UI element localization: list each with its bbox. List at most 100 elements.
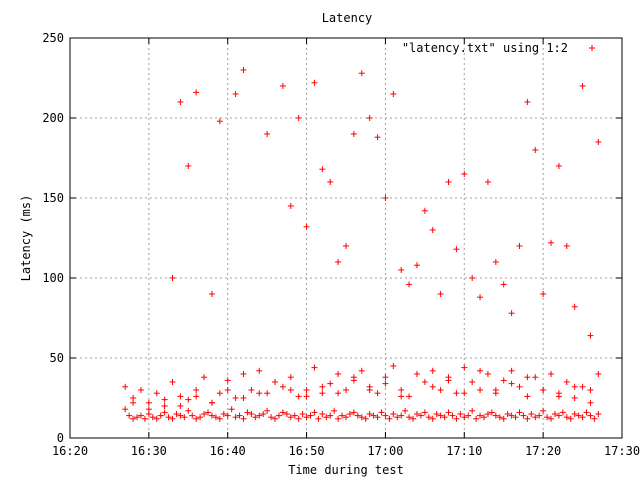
y-tick-label: 50 <box>50 351 64 365</box>
data-point <box>548 415 555 422</box>
data-point <box>366 411 373 417</box>
y-tick-label: 250 <box>42 31 64 45</box>
data-point <box>311 79 318 86</box>
data-point <box>555 393 562 400</box>
data-point <box>390 91 397 97</box>
data-point <box>571 303 578 310</box>
data-point <box>540 291 547 297</box>
data-point <box>350 374 357 381</box>
data-point <box>319 390 326 397</box>
data-point <box>540 387 547 393</box>
data-point <box>484 179 491 185</box>
data-point <box>307 412 314 419</box>
data-point <box>587 412 594 419</box>
data-point <box>575 412 582 419</box>
data-point <box>232 395 239 401</box>
data-point <box>185 396 192 403</box>
data-point <box>445 409 452 416</box>
data-point <box>563 379 570 385</box>
x-axis-label: Time during test <box>288 463 404 477</box>
data-point <box>319 411 326 417</box>
data-point <box>130 415 137 422</box>
data-point <box>248 411 255 417</box>
data-point <box>193 415 200 422</box>
data-point <box>532 414 539 421</box>
data-point <box>137 412 144 419</box>
data-point <box>272 379 279 385</box>
data-point <box>449 412 456 419</box>
data-point <box>587 387 594 393</box>
data-point <box>579 414 586 421</box>
data-point <box>130 399 137 406</box>
data-point <box>508 412 515 419</box>
data-point <box>272 415 279 422</box>
data-point <box>169 275 176 281</box>
data-point <box>370 412 377 419</box>
data-point <box>157 412 164 419</box>
data-point <box>591 415 598 422</box>
data-point <box>279 409 286 416</box>
y-tick-label: 200 <box>42 111 64 125</box>
data-point <box>331 407 338 414</box>
data-point <box>205 409 211 416</box>
x-tick-label: 16:50 <box>289 444 325 458</box>
chart-title: Latency <box>322 11 373 25</box>
data-point <box>382 412 389 419</box>
y-tick-label: 150 <box>42 191 64 205</box>
data-point <box>149 414 156 421</box>
data-point <box>461 364 468 371</box>
data-point <box>315 415 322 422</box>
data-point <box>453 390 460 397</box>
data-point <box>141 415 148 422</box>
y-axis-label: Latency (ms) <box>19 195 33 282</box>
data-point <box>508 380 515 387</box>
data-point <box>311 364 318 371</box>
data-point <box>244 409 251 416</box>
data-point <box>224 377 231 384</box>
data-point <box>350 131 357 137</box>
data-point <box>461 414 468 421</box>
data-point <box>327 380 334 387</box>
data-point <box>500 377 507 384</box>
data-point <box>335 371 342 377</box>
data-point <box>583 409 590 416</box>
data-point <box>571 411 578 417</box>
data-point <box>268 414 275 421</box>
data-point <box>279 83 286 89</box>
data-point <box>161 396 168 403</box>
data-point <box>327 179 334 185</box>
data-point <box>169 379 176 385</box>
y-tick-label: 0 <box>57 431 64 445</box>
data-point <box>248 387 255 393</box>
data-point <box>587 399 594 406</box>
data-point <box>563 414 570 421</box>
data-point <box>413 371 420 377</box>
data-point <box>421 379 428 385</box>
data-point <box>417 412 424 419</box>
x-tick-label: 17:30 <box>604 444 640 458</box>
axis-ticks <box>69 37 623 439</box>
data-point <box>256 412 263 419</box>
data-point <box>252 414 259 421</box>
data-point <box>189 412 196 419</box>
data-point <box>465 412 472 419</box>
data-point <box>145 399 152 406</box>
data-point <box>193 89 200 96</box>
data-point <box>216 118 223 125</box>
data-point <box>201 374 208 381</box>
data-point <box>528 411 535 417</box>
data-point <box>398 387 405 393</box>
data-point <box>504 411 511 417</box>
data-point <box>524 393 531 400</box>
data-point <box>374 134 381 141</box>
data-point <box>500 281 507 288</box>
data-point <box>295 115 302 121</box>
data-point <box>555 412 562 419</box>
data-point <box>492 387 499 393</box>
data-point <box>287 374 294 381</box>
data-point <box>413 411 420 417</box>
data-point <box>410 415 417 422</box>
data-point <box>374 414 381 421</box>
data-point <box>327 412 334 419</box>
